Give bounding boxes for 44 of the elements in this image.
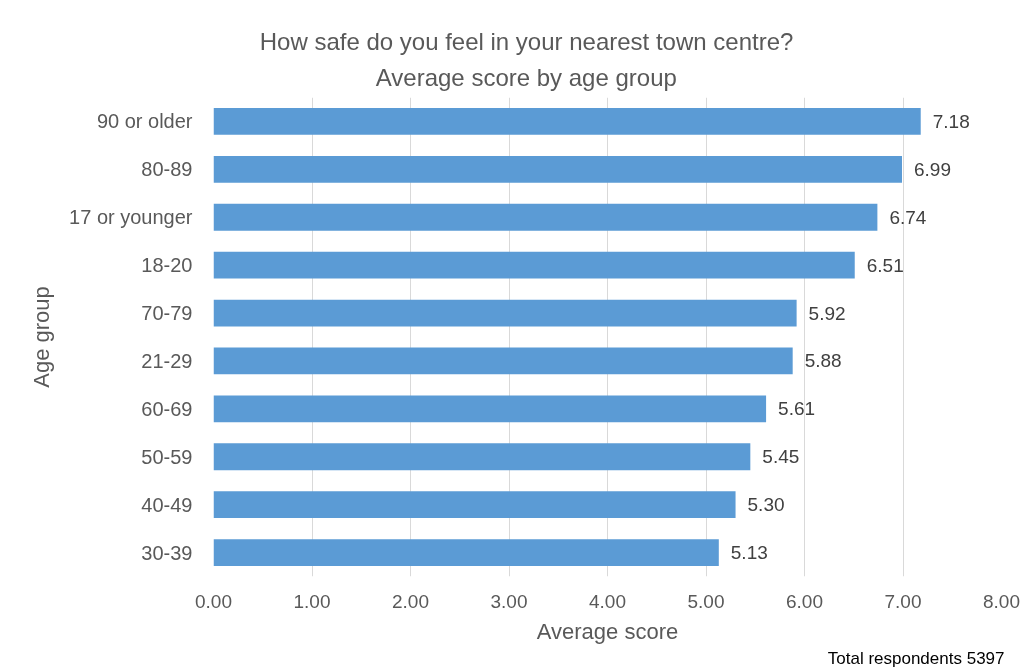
data-label: 5.88 [804, 350, 842, 372]
x-tick-label: 3.00 [490, 590, 528, 612]
y-tick-label: 80-89 [141, 158, 193, 181]
y-tick-label: 70-79 [141, 302, 193, 325]
bar [213, 347, 793, 375]
y-tick-label: 18-20 [141, 254, 193, 277]
x-axis-title: Average score [536, 618, 679, 644]
y-tick-label: 60-69 [141, 397, 193, 420]
bar [213, 491, 736, 519]
bar [213, 299, 797, 327]
x-tick-label: 2.00 [392, 590, 429, 612]
y-tick-label: 50-59 [141, 445, 193, 468]
bar [213, 539, 719, 566]
data-label: 5.30 [747, 494, 785, 516]
bar [213, 251, 855, 279]
data-label: 6.74 [889, 206, 927, 228]
bar [213, 155, 903, 183]
data-label: 5.61 [778, 398, 816, 420]
x-tick-label: 4.00 [589, 590, 626, 612]
bar [213, 443, 751, 471]
x-tick-label: 8.00 [983, 590, 1020, 612]
data-label: 6.99 [914, 158, 951, 180]
bar [213, 395, 767, 423]
x-tick-label: 1.00 [293, 590, 331, 612]
bar [213, 108, 921, 135]
y-tick-label: 17 or younger [69, 206, 193, 229]
bar [213, 203, 878, 231]
chart-subtitle: Average score by age group [375, 63, 677, 91]
y-tick-label: 40-49 [141, 493, 193, 516]
data-label: 5.13 [730, 542, 768, 564]
y-tick-label: 30-39 [141, 541, 193, 564]
data-label: 7.18 [932, 110, 970, 132]
chart-title: How safe do you feel in your nearest town centre? [259, 27, 794, 55]
x-tick-label: 7.00 [884, 590, 922, 612]
text: Total respondents 5397 [827, 648, 1005, 667]
data-label: 5.92 [808, 302, 846, 324]
y-tick-label: 90 or older [96, 110, 193, 133]
data-label: 5.45 [762, 446, 800, 468]
x-tick-label: 0.00 [195, 590, 232, 612]
data-label: 6.51 [866, 254, 904, 276]
x-tick-label: 6.00 [786, 590, 823, 612]
y-axis-title: Age group [29, 286, 55, 388]
x-tick-label: 5.00 [687, 590, 725, 612]
y-tick-label: 21-29 [141, 349, 193, 372]
